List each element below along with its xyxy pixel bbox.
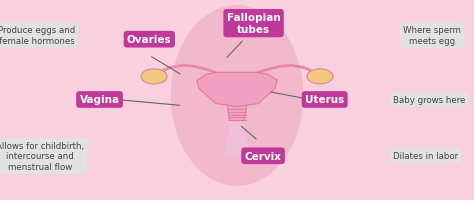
Text: Baby grows here: Baby grows here — [393, 96, 465, 104]
Text: Cervix: Cervix — [245, 151, 282, 161]
Text: Where sperm
meets egg: Where sperm meets egg — [403, 26, 461, 46]
Text: Uterus: Uterus — [305, 95, 344, 105]
Text: Produce eggs and
female hormones: Produce eggs and female hormones — [0, 26, 75, 46]
Ellipse shape — [171, 6, 303, 186]
Text: Allows for childbirth,
intercourse and
menstrual flow: Allows for childbirth, intercourse and m… — [0, 141, 84, 171]
Ellipse shape — [141, 70, 167, 84]
Text: Vagina: Vagina — [80, 95, 119, 105]
Polygon shape — [197, 73, 277, 107]
Text: Ovaries: Ovaries — [127, 35, 172, 45]
Text: Dilates in labor: Dilates in labor — [393, 152, 458, 160]
Text: Fallopian
tubes: Fallopian tubes — [227, 13, 281, 35]
Ellipse shape — [307, 70, 333, 84]
Polygon shape — [228, 107, 246, 121]
Polygon shape — [226, 121, 248, 156]
